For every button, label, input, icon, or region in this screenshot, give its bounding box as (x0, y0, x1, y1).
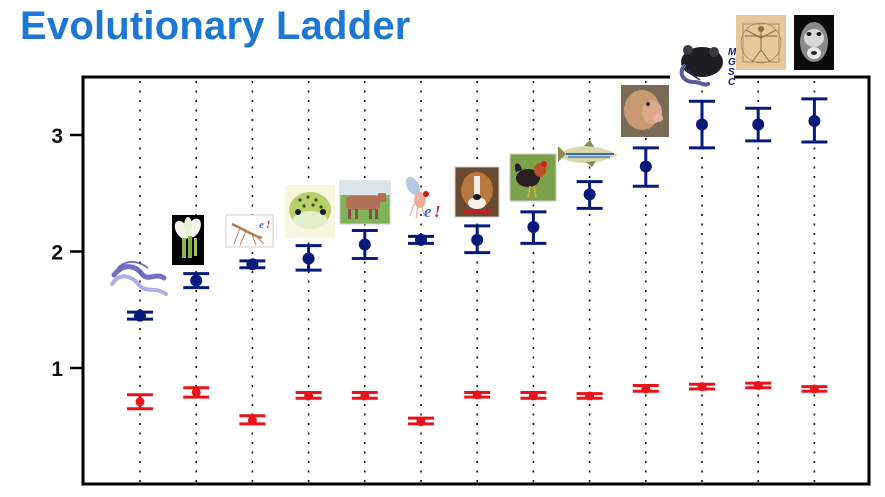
y-tick-label: 3 (51, 125, 63, 148)
error-bar-point (464, 390, 491, 400)
organism-icons: e ! e (110, 15, 834, 296)
error-bar-point (183, 272, 210, 290)
error-bar-point (239, 258, 266, 271)
error-bar-point (183, 386, 210, 399)
error-bar-point (801, 384, 828, 394)
svg-text:!: ! (266, 219, 270, 231)
mgsc-label-m: M (728, 47, 737, 58)
dog-icon (454, 166, 500, 218)
error-bar-point (689, 382, 715, 392)
error-bar-point (520, 390, 547, 401)
macaque-icon (621, 85, 669, 137)
error-bar-point (520, 210, 547, 245)
error-bar-point (127, 393, 153, 411)
error-bar-point (576, 391, 603, 401)
y-tick-label: 2 (51, 242, 63, 265)
mgsc-label-c: C (728, 77, 736, 88)
error-bar-point (408, 233, 434, 246)
mouse-icon: M G S C (670, 45, 737, 88)
y-axis: 1 2 3 (51, 125, 83, 381)
error-bar-point (408, 416, 434, 427)
plot-border (81, 75, 871, 486)
error-bar-point (689, 99, 715, 150)
svg-text:e: e (424, 202, 432, 221)
error-bar-point (127, 309, 153, 322)
chimpanzee-icon (794, 15, 834, 70)
error-bar-point (632, 383, 659, 394)
error-bar-point (745, 106, 772, 143)
error-bar-point (576, 180, 603, 210)
svg-text:e: e (259, 219, 264, 231)
zebrafish-icon (558, 140, 618, 167)
error-bar-point (801, 97, 828, 144)
pufferfish-icon (285, 185, 335, 238)
human-icon (736, 15, 786, 70)
error-bar-point (464, 224, 491, 255)
blue-series (127, 97, 828, 322)
worm-icon (110, 261, 168, 296)
error-bar-point (745, 380, 772, 390)
error-bar-point (351, 390, 378, 401)
error-bar-point (239, 414, 266, 426)
mgsc-label-g: G (728, 57, 736, 68)
fruit-fly-icon: e ! (405, 176, 441, 221)
flower-icon (172, 215, 204, 265)
mosquito-icon: e ! (225, 214, 274, 248)
error-bar-point (295, 244, 322, 272)
red-series (127, 380, 828, 427)
error-bar-point (632, 146, 659, 188)
mgsc-label-s: S (728, 67, 735, 78)
error-bar-point (295, 390, 322, 401)
error-bar-point (351, 229, 378, 260)
chicken-icon (509, 153, 557, 202)
y-tick-label: 1 (51, 358, 63, 381)
svg-text:!: ! (434, 202, 441, 221)
cow-icon (339, 180, 391, 225)
page-title: Evolutionary Ladder (20, 4, 411, 48)
